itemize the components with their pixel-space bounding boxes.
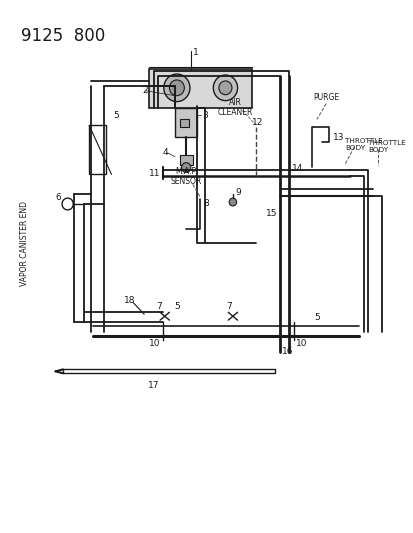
Circle shape xyxy=(229,198,236,206)
Text: PURGE: PURGE xyxy=(313,93,339,102)
Bar xyxy=(179,155,192,165)
Text: 8: 8 xyxy=(202,199,208,208)
Ellipse shape xyxy=(169,80,184,96)
Text: 5: 5 xyxy=(313,313,319,322)
Circle shape xyxy=(62,198,73,210)
Circle shape xyxy=(181,163,190,173)
Text: 7: 7 xyxy=(226,302,232,311)
Text: 11: 11 xyxy=(149,169,160,178)
Text: 10: 10 xyxy=(296,340,307,348)
Text: 9: 9 xyxy=(235,188,241,197)
Text: AIR
CLEANER: AIR CLEANER xyxy=(218,98,253,117)
Circle shape xyxy=(213,75,237,101)
Ellipse shape xyxy=(164,74,190,102)
Text: THROTTLE
BODY: THROTTLE BODY xyxy=(368,140,405,154)
Bar xyxy=(149,69,251,108)
Text: 18: 18 xyxy=(123,296,135,305)
Text: 4: 4 xyxy=(162,148,168,157)
Text: 1: 1 xyxy=(192,48,198,57)
Text: 12: 12 xyxy=(251,118,262,127)
Text: 9125  800: 9125 800 xyxy=(21,27,105,45)
Text: 15: 15 xyxy=(265,209,276,219)
Text: 14: 14 xyxy=(291,164,302,173)
Text: THROTTLE
BODY: THROTTLE BODY xyxy=(344,139,382,151)
Text: 16: 16 xyxy=(282,347,293,356)
Text: 2: 2 xyxy=(142,86,147,95)
Text: 7: 7 xyxy=(156,302,162,311)
Circle shape xyxy=(218,81,231,95)
Bar xyxy=(179,119,189,127)
Bar xyxy=(89,125,106,174)
Text: M.A.P.
SENSOR: M.A.P. SENSOR xyxy=(170,167,202,186)
Text: 3: 3 xyxy=(202,111,207,120)
Text: VAPOR CANISTER END: VAPOR CANISTER END xyxy=(20,201,29,286)
Text: 6: 6 xyxy=(55,192,61,201)
Bar xyxy=(175,108,197,137)
Text: 5: 5 xyxy=(173,302,179,311)
Text: 13: 13 xyxy=(332,133,344,142)
Text: 5: 5 xyxy=(113,111,119,120)
Text: 17: 17 xyxy=(147,381,159,390)
Text: 10: 10 xyxy=(149,340,160,348)
